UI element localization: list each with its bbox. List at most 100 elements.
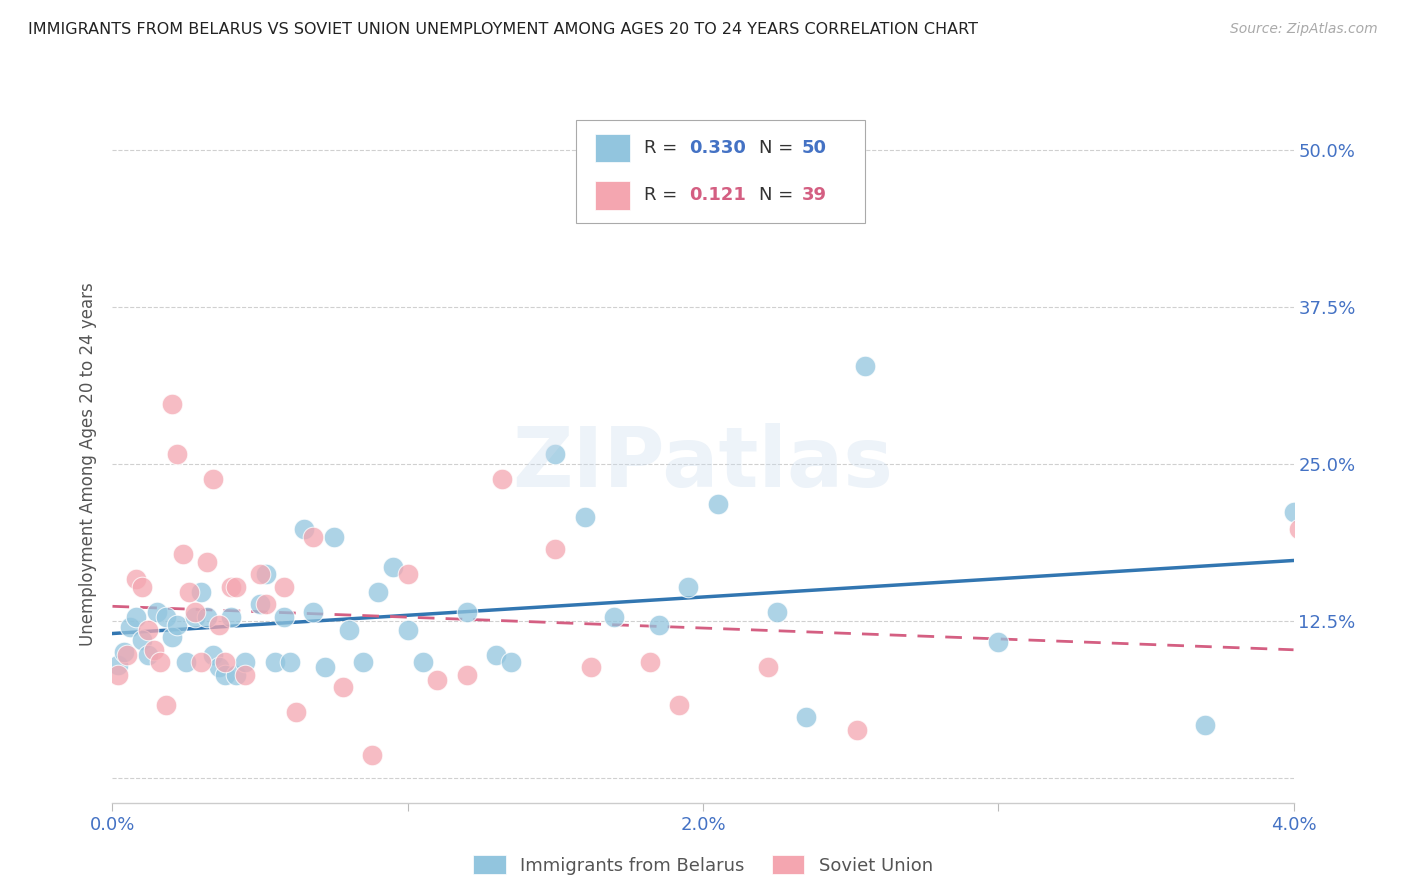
Point [254, 567, 277, 582]
Point [853, 359, 877, 373]
Point [302, 605, 325, 619]
Point [142, 642, 165, 657]
Point [155, 698, 177, 712]
Point [155, 610, 177, 624]
Point [456, 605, 478, 619]
Point [184, 605, 207, 619]
Point [1288, 522, 1310, 536]
Point [264, 655, 287, 669]
Point [707, 497, 730, 511]
Point [678, 580, 700, 594]
Point [131, 580, 153, 594]
Point [166, 617, 188, 632]
Point [166, 447, 188, 461]
Point [544, 542, 567, 557]
Text: Source: ZipAtlas.com: Source: ZipAtlas.com [1230, 22, 1378, 37]
Point [491, 472, 513, 486]
Point [233, 667, 256, 681]
Point [396, 623, 419, 637]
Point [987, 635, 1010, 649]
Point [136, 623, 159, 637]
Point [367, 585, 389, 599]
Point [796, 710, 818, 724]
Text: N =: N = [759, 186, 799, 204]
Point [273, 610, 295, 624]
Point [382, 559, 405, 574]
Point [219, 610, 242, 624]
Point [278, 655, 301, 669]
Point [574, 509, 596, 524]
Point [201, 472, 224, 486]
Text: N =: N = [759, 139, 799, 157]
Point [765, 605, 787, 619]
Point [174, 655, 197, 669]
Point [647, 617, 671, 632]
Point [668, 698, 690, 712]
Text: R =: R = [644, 186, 689, 204]
Point [249, 567, 271, 582]
Point [149, 655, 172, 669]
Point [225, 580, 247, 594]
Point [314, 660, 336, 674]
Point [107, 667, 129, 681]
Point [160, 630, 183, 644]
Point [107, 657, 129, 672]
Point [172, 547, 194, 561]
Point [302, 530, 325, 544]
Point [184, 610, 207, 624]
Point [146, 605, 169, 619]
Text: 0.121: 0.121 [689, 186, 745, 204]
Point [845, 723, 868, 737]
Point [1282, 504, 1305, 518]
Text: 39: 39 [801, 186, 827, 204]
Text: IMMIGRANTS FROM BELARUS VS SOVIET UNION UNEMPLOYMENT AMONG AGES 20 TO 24 YEARS C: IMMIGRANTS FROM BELARUS VS SOVIET UNION … [28, 22, 979, 37]
Point [214, 655, 236, 669]
Point [332, 681, 354, 695]
Point [603, 610, 626, 624]
Point [273, 580, 295, 594]
Point [501, 655, 523, 669]
Point [225, 667, 247, 681]
Point [195, 555, 218, 569]
Point [1194, 718, 1216, 732]
Point [190, 655, 212, 669]
Point [214, 667, 236, 681]
Point [412, 655, 434, 669]
Point [544, 447, 567, 461]
Point [456, 667, 478, 681]
Point [756, 660, 779, 674]
Text: 0.330: 0.330 [689, 139, 745, 157]
Point [179, 585, 201, 599]
Point [579, 660, 602, 674]
Point [361, 748, 384, 763]
Y-axis label: Unemployment Among Ages 20 to 24 years: Unemployment Among Ages 20 to 24 years [79, 282, 97, 646]
Point [112, 645, 135, 659]
Point [284, 706, 307, 720]
Point [638, 655, 661, 669]
Text: ZIPatlas: ZIPatlas [513, 424, 893, 504]
Point [201, 648, 224, 662]
Point [125, 610, 148, 624]
Text: 50: 50 [801, 139, 827, 157]
Point [190, 585, 212, 599]
Point [117, 648, 138, 662]
Text: R =: R = [644, 139, 683, 157]
Point [131, 632, 153, 647]
Point [352, 655, 374, 669]
Point [323, 530, 346, 544]
Point [136, 648, 159, 662]
Point [208, 660, 231, 674]
Point [125, 572, 148, 586]
Point [249, 598, 271, 612]
Point [219, 580, 242, 594]
Point [120, 620, 142, 634]
Point [337, 623, 360, 637]
Legend: Immigrants from Belarus, Soviet Union: Immigrants from Belarus, Soviet Union [465, 848, 941, 882]
Point [208, 617, 231, 632]
Point [396, 567, 419, 582]
Point [233, 655, 256, 669]
Point [195, 610, 218, 624]
Point [485, 648, 508, 662]
Point [254, 598, 277, 612]
Point [292, 522, 315, 536]
